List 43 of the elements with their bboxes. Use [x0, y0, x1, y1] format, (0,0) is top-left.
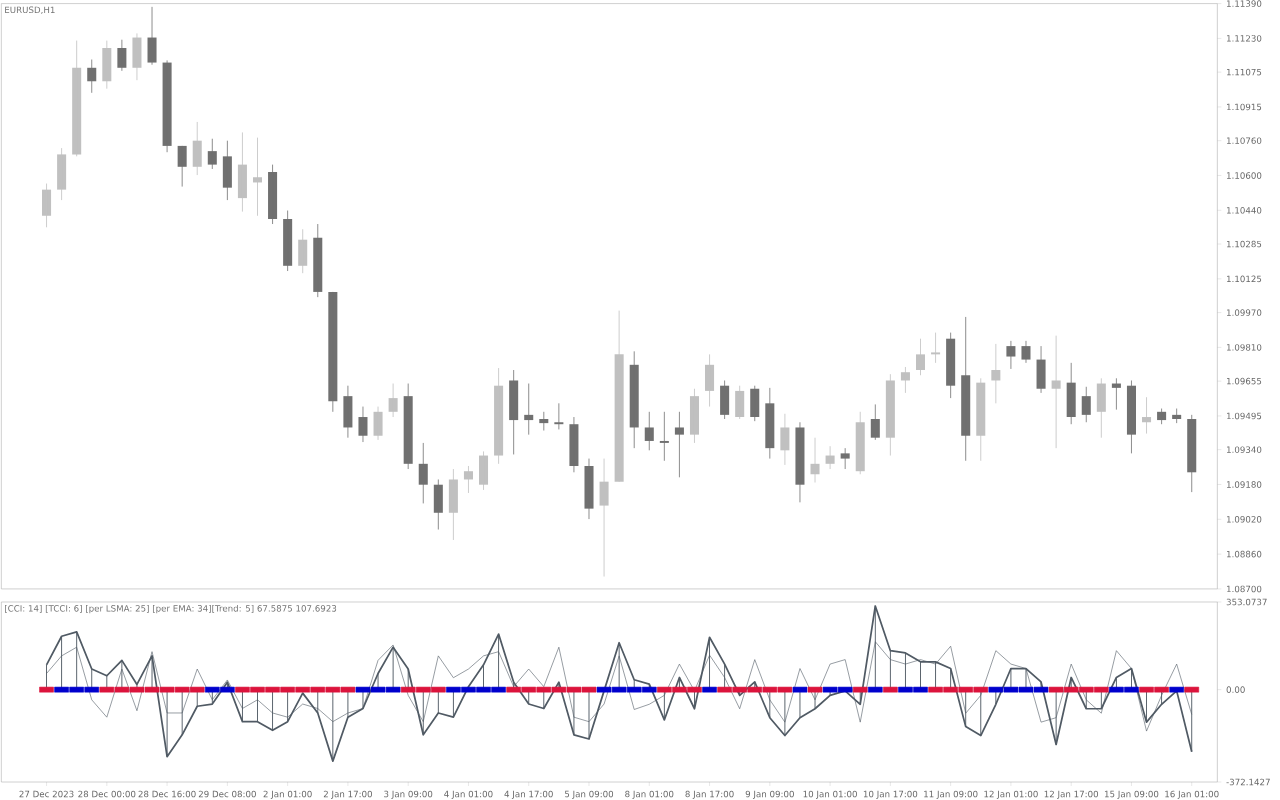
x-tick-label: 16 Jan 01:00: [1165, 790, 1219, 799]
x-tick-label: 10 Jan 17:00: [863, 790, 918, 799]
chart-title: EURUSD,H1: [5, 6, 55, 14]
x-tick-label: 12 Jan 01:00: [984, 790, 1038, 799]
y-tick-label: -372.1427: [1226, 778, 1270, 786]
x-tick-label: 29 Dec 08:00: [198, 790, 256, 798]
y-tick-label: 1.09180: [1227, 481, 1262, 488]
x-tick-label: 15 Jan 09:00: [1104, 790, 1159, 799]
x-tick-label: 27 Dec 2023: [19, 790, 74, 798]
y-tick-label: 1.08700: [1227, 585, 1262, 593]
x-tick-label: 5 Jan 09:00: [564, 790, 614, 799]
x-tick-label: 3 Jan 09:00: [384, 790, 433, 799]
x-tick-label: 10 Jan 01:00: [803, 790, 857, 799]
x-tick-label: 8 Jan 01:00: [625, 790, 674, 799]
x-tick-label: 4 Jan 01:00: [444, 790, 493, 799]
x-tick-label: 28 Dec 16:00: [138, 790, 196, 798]
y-tick-label: 1.09810: [1227, 344, 1262, 351]
y-tick-label: 1.10760: [1227, 137, 1262, 144]
y-tick-label: 1.10600: [1227, 172, 1262, 179]
y-tick-label: 1.09655: [1227, 377, 1262, 385]
y-tick-label: 1.10125: [1227, 275, 1262, 283]
x-tick-label: 28 Dec 00:00: [78, 790, 136, 798]
chart-title: [CCI: 14] [TCCI: 6] [per LSMA: 25] [per EMA: 34][Trend: 5] 67.5875 107.6923: [5, 604, 337, 614]
y-tick-label: 1.10915: [1227, 103, 1262, 111]
y-tick-label: 1.09340: [1227, 446, 1262, 453]
y-tick-label: 1.10440: [1227, 207, 1262, 214]
y-tick-label: 1.09020: [1227, 516, 1262, 523]
y-tick-label: 1.08860: [1227, 550, 1262, 558]
x-tick-label: 9 Jan 09:00: [745, 790, 794, 799]
y-tick-label: 1.09495: [1227, 412, 1262, 420]
y-tick-label: 353.0737: [1226, 598, 1267, 606]
x-tick-label: 8 Jan 17:00: [685, 790, 734, 799]
x-tick-label: 12 Jan 17:00: [1044, 790, 1099, 799]
y-tick-label: 0.00: [1226, 686, 1245, 693]
x-tick-label: 2 Jan 01:00: [263, 790, 312, 799]
y-tick-label: 1.10285: [1227, 240, 1262, 248]
y-tick-label: 1.11230: [1227, 35, 1262, 42]
y-tick-label: 1.11390: [1227, 0, 1262, 7]
x-tick-label: 2 Jan 17:00: [323, 790, 372, 799]
x-tick-label: 11 Jan 09:00: [924, 790, 978, 799]
y-tick-label: 1.09970: [1227, 309, 1262, 316]
x-tick-label: 4 Jan 17:00: [504, 790, 553, 799]
y-tick-label: 1.11075: [1227, 68, 1262, 76]
